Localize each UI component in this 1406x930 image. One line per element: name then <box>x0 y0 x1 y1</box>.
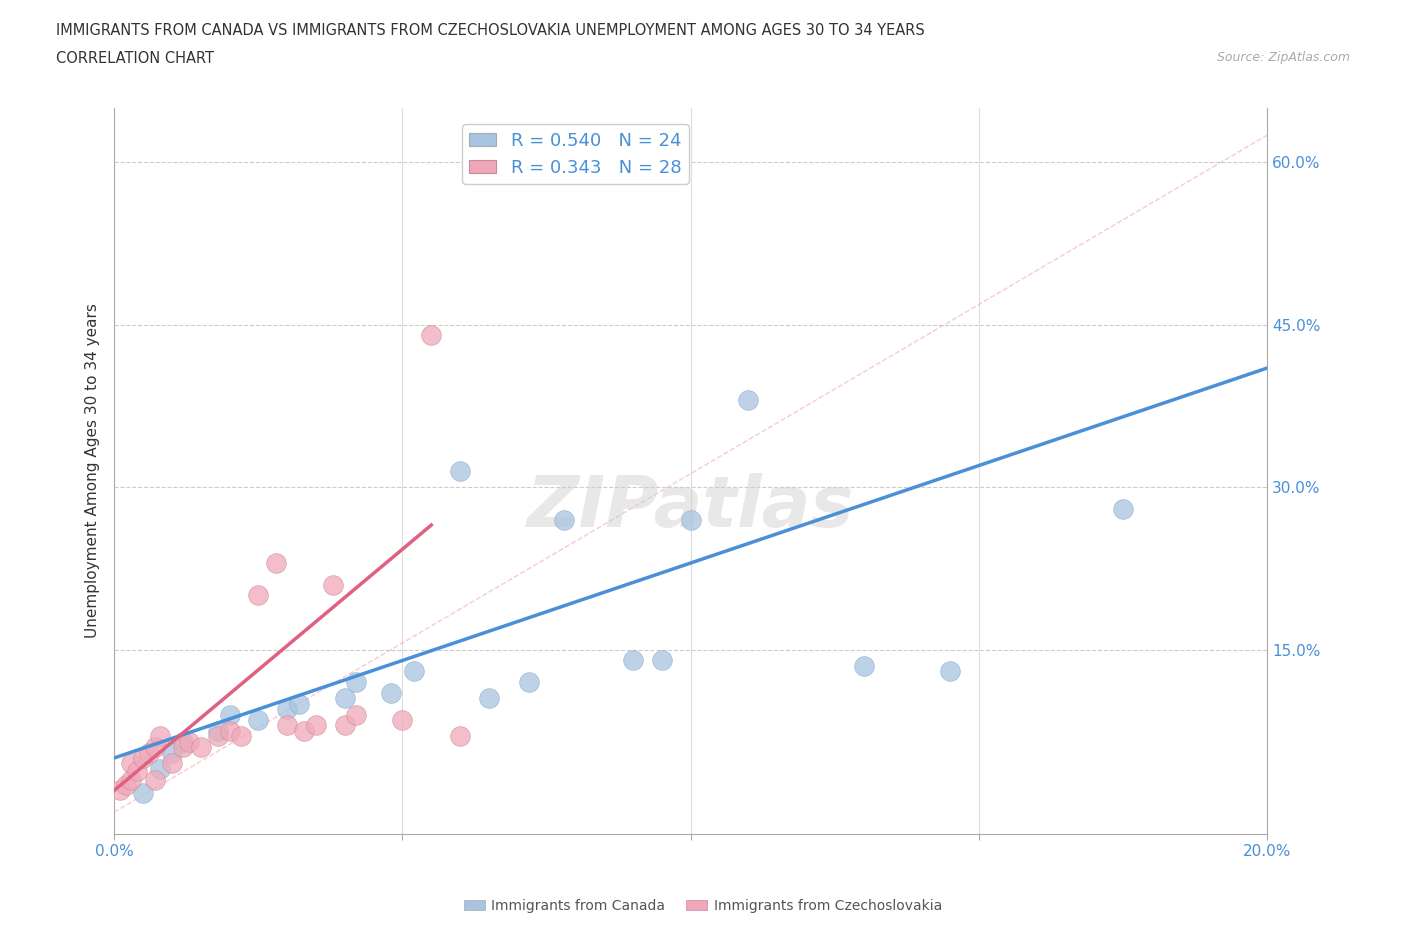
Point <box>108 783 131 798</box>
Point <box>121 756 143 771</box>
Point <box>218 724 240 738</box>
Point <box>229 729 252 744</box>
Point <box>149 729 172 744</box>
Point <box>517 674 540 689</box>
Point <box>179 735 201 750</box>
Point <box>449 463 471 478</box>
Point <box>420 328 443 343</box>
Point <box>402 664 425 679</box>
Text: ZIPatlas: ZIPatlas <box>527 472 855 541</box>
Point <box>449 729 471 744</box>
Point <box>172 735 194 750</box>
Point <box>333 718 356 733</box>
Point <box>621 653 644 668</box>
Point <box>380 685 402 700</box>
Point <box>247 588 270 603</box>
Point <box>132 751 155 765</box>
Point <box>553 512 575 527</box>
Point <box>391 712 413 727</box>
Point <box>207 729 229 744</box>
Point <box>127 764 149 778</box>
Text: CORRELATION CHART: CORRELATION CHART <box>56 51 214 66</box>
Point <box>287 697 309 711</box>
Point <box>143 772 166 787</box>
Point <box>322 578 344 592</box>
Point <box>276 702 298 717</box>
Point <box>333 691 356 706</box>
Point <box>160 745 183 760</box>
Point <box>294 724 316 738</box>
Point <box>207 724 229 738</box>
Point <box>305 718 328 733</box>
Point <box>160 756 183 771</box>
Point <box>149 762 172 777</box>
Point <box>218 707 240 722</box>
Legend: Immigrants from Canada, Immigrants from Czechoslovakia: Immigrants from Canada, Immigrants from … <box>458 894 948 919</box>
Point <box>651 653 673 668</box>
Point <box>114 777 136 792</box>
Point <box>679 512 702 527</box>
Text: IMMIGRANTS FROM CANADA VS IMMIGRANTS FROM CZECHOSLOVAKIA UNEMPLOYMENT AMONG AGES: IMMIGRANTS FROM CANADA VS IMMIGRANTS FRO… <box>56 23 925 38</box>
Point <box>344 707 367 722</box>
Text: Source: ZipAtlas.com: Source: ZipAtlas.com <box>1216 51 1350 64</box>
Point <box>344 674 367 689</box>
Point <box>143 739 166 754</box>
Point <box>1112 501 1135 516</box>
Point <box>138 745 160 760</box>
Point <box>132 785 155 800</box>
Point <box>264 555 287 570</box>
Point <box>190 739 212 754</box>
Point <box>737 393 759 408</box>
Point <box>939 664 962 679</box>
Point <box>276 718 298 733</box>
Point <box>121 772 143 787</box>
Point <box>478 691 501 706</box>
Point <box>172 739 194 754</box>
Point <box>247 712 270 727</box>
Point <box>852 658 875 673</box>
Y-axis label: Unemployment Among Ages 30 to 34 years: Unemployment Among Ages 30 to 34 years <box>86 303 100 638</box>
Legend: R = 0.540   N = 24, R = 0.343   N = 28: R = 0.540 N = 24, R = 0.343 N = 28 <box>463 125 689 184</box>
